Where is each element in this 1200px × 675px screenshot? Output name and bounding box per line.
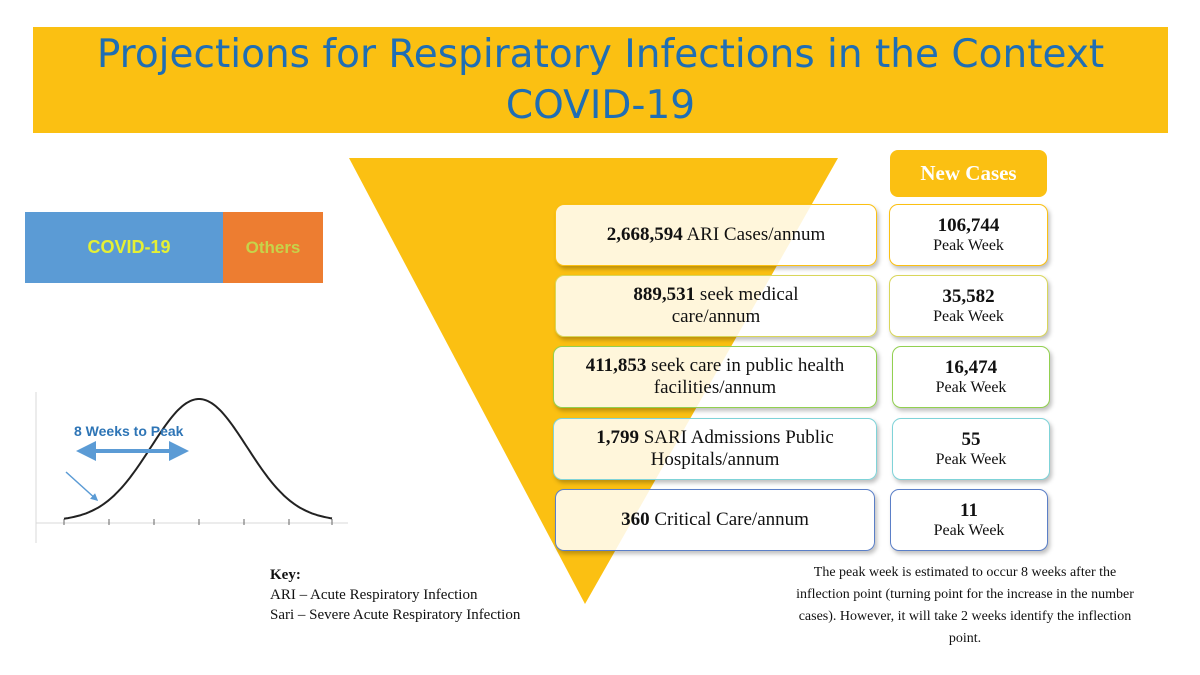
funnel-row-label: seek medical care/annum xyxy=(671,284,799,327)
title-line-2: COVID-19 xyxy=(505,83,696,128)
new-cases-box-ari: 106,744 Peak Week xyxy=(889,204,1048,266)
funnel-row-text: 360 Critical Care/annum xyxy=(621,509,809,531)
new-cases-period: Peak Week xyxy=(933,522,1005,539)
case-split-bar: COVID-19 Others xyxy=(25,212,323,283)
funnel-row-number: 411,853 xyxy=(585,355,647,376)
new-cases-value: 106,744 xyxy=(937,215,1000,236)
funnel-row-medical-care: 889,531 seek medical care/annum xyxy=(555,275,877,337)
funnel-row-label: seek care in public health facilities/an… xyxy=(646,355,845,398)
funnel-row-critical-care: 360 Critical Care/annum xyxy=(555,489,875,551)
funnel-row-ari: 2,668,594 ARI Cases/annum xyxy=(555,204,877,266)
curve-ticks xyxy=(63,519,333,525)
covid-segment: COVID-19 xyxy=(25,212,223,283)
funnel-row-number: 889,531 xyxy=(633,284,696,305)
funnel-row-text: 889,531 seek medical care/annum xyxy=(601,284,831,328)
new-cases-value: 16,474 xyxy=(944,357,998,378)
key-sari: Sari – Severe Acute Respiratory Infectio… xyxy=(270,607,521,623)
new-cases-box-public-facilities: 16,474 Peak Week xyxy=(892,346,1050,408)
new-cases-box-critical-care: 11 Peak Week xyxy=(890,489,1048,551)
new-cases-box-medical-care: 35,582 Peak Week xyxy=(889,275,1048,337)
funnel-row-label: Critical Care/annum xyxy=(649,509,809,530)
new-cases-value: 55 xyxy=(961,429,981,450)
bell-curve xyxy=(63,398,333,520)
new-cases-value: 11 xyxy=(960,500,978,521)
funnel-row-label: ARI Cases/annum xyxy=(682,224,826,245)
new-cases-box-sari-admissions: 55 Peak Week xyxy=(892,418,1050,480)
new-cases-header: New Cases xyxy=(890,150,1047,197)
funnel-row-text: 1,799 SARI Admissions Public Hospitals/a… xyxy=(582,427,848,471)
funnel-row-label: SARI Admissions Public Hospitals/annum xyxy=(638,427,834,470)
new-cases-period: Peak Week xyxy=(935,379,1007,396)
peak-week-note: The peak week is estimated to occur 8 we… xyxy=(796,565,1134,646)
page-title: Projections for Respiratory Infections i… xyxy=(33,29,1168,131)
others-label: Others xyxy=(245,237,301,257)
funnel-row-number: 2,668,594 xyxy=(606,224,683,245)
funnel-row-sari-admissions: 1,799 SARI Admissions Public Hospitals/a… xyxy=(553,418,877,480)
funnel-row-text: 411,853 seek care in public health facil… xyxy=(560,355,870,399)
inflection-pointer-arrow xyxy=(65,471,99,502)
covid-label: COVID-19 xyxy=(87,237,171,257)
funnel-row-number: 360 xyxy=(621,509,650,530)
key-ari: ARI – Acute Respiratory Infection xyxy=(270,587,478,603)
funnel-row-public-facilities: 411,853 seek care in public health facil… xyxy=(553,346,877,408)
key-heading: Key: xyxy=(270,567,301,583)
new-cases-period: Peak Week xyxy=(933,308,1004,325)
new-cases-period: Peak Week xyxy=(933,237,1004,254)
title-banner xyxy=(33,27,1168,133)
others-segment: Others xyxy=(223,212,323,283)
weeks-to-peak-label: 8 Weeks to Peak xyxy=(74,423,184,439)
key-legend: Key: ARI – Acute Respiratory Infection S… xyxy=(270,565,520,625)
new-cases-value: 35,582 xyxy=(942,286,995,307)
title-line-1: Projections for Respiratory Infections i… xyxy=(96,32,1105,77)
new-cases-period: Peak Week xyxy=(935,451,1007,468)
funnel-row-text: 2,668,594 ARI Cases/annum xyxy=(607,224,826,246)
funnel-row-number: 1,799 xyxy=(596,427,639,448)
